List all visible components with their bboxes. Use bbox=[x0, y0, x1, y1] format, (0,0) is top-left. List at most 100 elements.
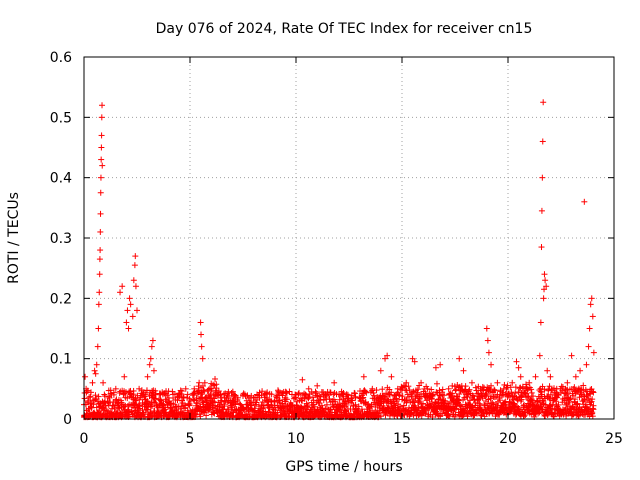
data-point bbox=[496, 397, 503, 404]
data-point bbox=[555, 401, 562, 408]
data-point bbox=[342, 398, 349, 405]
data-point bbox=[515, 364, 522, 371]
data-point bbox=[476, 400, 483, 407]
data-point bbox=[430, 391, 437, 398]
data-point bbox=[574, 400, 581, 407]
data-point bbox=[451, 383, 458, 390]
data-point bbox=[483, 391, 490, 398]
data-point bbox=[549, 401, 556, 408]
data-point bbox=[352, 393, 359, 400]
data-point bbox=[532, 373, 539, 380]
data-point bbox=[297, 405, 304, 412]
data-point bbox=[295, 389, 302, 396]
data-point bbox=[96, 256, 103, 263]
data-point bbox=[433, 389, 440, 396]
data-point bbox=[94, 343, 101, 350]
data-point bbox=[488, 382, 495, 389]
data-point bbox=[127, 301, 134, 308]
data-point bbox=[209, 399, 216, 406]
data-point bbox=[494, 379, 501, 386]
data-point bbox=[121, 373, 128, 380]
data-point bbox=[446, 391, 453, 398]
data-point bbox=[236, 400, 243, 407]
data-point bbox=[110, 391, 117, 398]
data-point bbox=[157, 397, 164, 404]
data-point bbox=[294, 398, 301, 405]
data-point bbox=[410, 388, 417, 395]
data-point bbox=[197, 413, 204, 420]
data-point bbox=[571, 384, 578, 391]
data-point bbox=[184, 394, 191, 401]
data-point bbox=[456, 391, 463, 398]
data-point bbox=[538, 244, 545, 251]
data-point bbox=[545, 385, 552, 392]
data-point bbox=[419, 400, 426, 407]
data-point bbox=[95, 393, 102, 400]
x-tick-label: 20 bbox=[499, 431, 517, 447]
data-point bbox=[539, 174, 546, 181]
y-tick-label: 0.1 bbox=[50, 352, 72, 368]
data-point bbox=[273, 393, 280, 400]
data-point bbox=[517, 384, 524, 391]
data-point bbox=[370, 389, 377, 396]
data-point bbox=[542, 401, 549, 408]
data-point bbox=[575, 412, 582, 419]
data-point bbox=[202, 394, 209, 401]
data-point bbox=[223, 409, 230, 416]
data-point bbox=[501, 381, 508, 388]
data-point bbox=[190, 396, 197, 403]
data-point bbox=[331, 379, 338, 386]
data-point bbox=[275, 389, 282, 396]
data-point bbox=[447, 407, 454, 414]
data-point bbox=[164, 392, 171, 399]
data-point bbox=[81, 395, 88, 402]
data-point bbox=[581, 396, 588, 403]
data-point bbox=[540, 295, 547, 302]
data-point bbox=[130, 391, 137, 398]
data-point bbox=[544, 411, 551, 418]
data-point bbox=[572, 390, 579, 397]
data-point bbox=[465, 391, 472, 398]
data-point bbox=[259, 405, 266, 412]
data-point bbox=[117, 289, 124, 296]
data-point bbox=[125, 325, 132, 332]
data-point bbox=[570, 392, 577, 399]
data-point bbox=[208, 394, 215, 401]
data-point bbox=[488, 361, 495, 368]
data-point bbox=[460, 367, 467, 374]
data-point bbox=[522, 411, 529, 418]
data-point bbox=[400, 402, 407, 409]
data-point bbox=[98, 144, 105, 151]
data-point bbox=[428, 386, 435, 393]
data-point bbox=[503, 385, 510, 392]
data-point bbox=[351, 389, 358, 396]
data-point bbox=[297, 403, 304, 410]
data-point bbox=[97, 247, 104, 254]
data-point bbox=[485, 349, 492, 356]
data-point bbox=[312, 388, 319, 395]
data-point bbox=[283, 389, 290, 396]
data-point bbox=[147, 355, 154, 362]
data-point bbox=[523, 381, 530, 388]
data-point bbox=[409, 355, 416, 362]
data-point bbox=[124, 307, 131, 314]
data-point bbox=[572, 373, 579, 380]
data-point bbox=[506, 398, 513, 405]
data-point bbox=[536, 352, 543, 359]
data-point bbox=[130, 277, 137, 284]
data-point bbox=[530, 393, 537, 400]
data-point bbox=[201, 379, 208, 386]
data-point bbox=[87, 393, 94, 400]
axis-ticks bbox=[83, 56, 615, 420]
data-point bbox=[468, 379, 475, 386]
data-point bbox=[586, 390, 593, 397]
data-point bbox=[229, 388, 236, 395]
data-point bbox=[234, 394, 241, 401]
data-point bbox=[343, 401, 350, 408]
data-point bbox=[358, 406, 365, 413]
data-point bbox=[101, 398, 108, 405]
data-point bbox=[560, 411, 567, 418]
data-point bbox=[362, 388, 369, 395]
data-point bbox=[255, 403, 262, 410]
data-point bbox=[551, 406, 558, 413]
